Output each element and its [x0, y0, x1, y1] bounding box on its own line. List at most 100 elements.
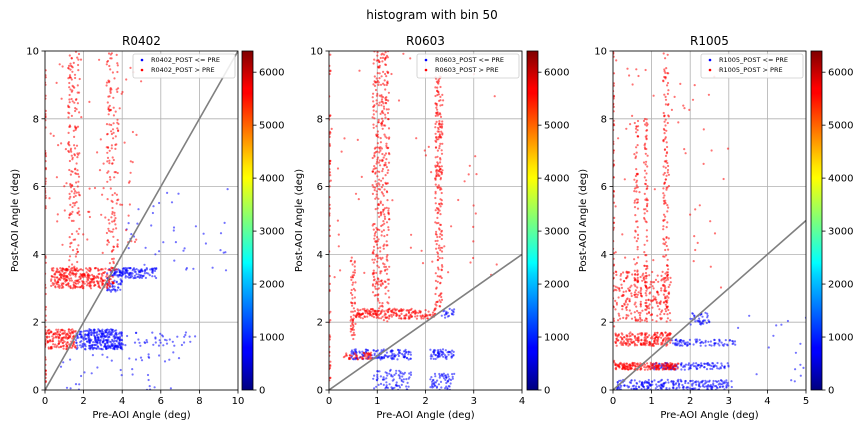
data-point	[699, 364, 703, 367]
data-point	[638, 386, 641, 389]
data-point	[102, 162, 105, 165]
data-point	[695, 338, 699, 341]
data-point	[106, 198, 109, 201]
data-point	[617, 137, 620, 140]
data-point	[72, 343, 75, 346]
data-point	[353, 296, 356, 299]
data-point	[382, 82, 385, 85]
data-point	[354, 348, 357, 351]
data-point	[348, 354, 352, 357]
data-point	[439, 115, 443, 118]
data-point	[727, 365, 730, 368]
data-point	[384, 57, 387, 60]
colorbar-tick-label: 5000	[544, 121, 569, 132]
data-point	[440, 125, 444, 128]
data-point	[613, 276, 615, 279]
data-point	[117, 129, 120, 133]
data-point	[211, 266, 214, 269]
series-post-le-pre	[349, 307, 456, 390]
data-point	[373, 234, 376, 237]
data-point	[641, 343, 644, 346]
data-point	[136, 222, 139, 225]
data-point	[435, 286, 438, 289]
data-point	[613, 325, 616, 328]
data-point	[664, 331, 667, 334]
data-point	[667, 72, 670, 75]
data-point	[438, 168, 441, 171]
data-point	[350, 354, 353, 357]
data-point	[112, 282, 115, 285]
colorbar-tick-label: 6000	[828, 68, 853, 79]
data-point	[635, 240, 638, 243]
data-point	[139, 356, 143, 359]
data-point	[114, 147, 117, 150]
data-point	[644, 308, 647, 311]
data-point	[70, 277, 73, 280]
data-point	[104, 335, 107, 338]
data-point	[708, 385, 711, 388]
data-point	[77, 191, 80, 194]
data-point	[644, 284, 647, 288]
data-point	[124, 276, 127, 279]
data-point	[125, 271, 128, 274]
data-point	[177, 357, 181, 360]
data-point	[69, 62, 72, 65]
y-tick-label: 4	[601, 250, 607, 261]
data-point	[434, 279, 437, 282]
data-point	[664, 296, 668, 299]
data-point	[353, 356, 356, 359]
data-point	[395, 381, 398, 384]
x-tick-label: 3	[726, 396, 732, 407]
data-point	[665, 186, 668, 190]
data-point	[620, 283, 623, 286]
data-point	[633, 344, 637, 347]
x-axis-label: Pre-AOI Angle (deg)	[376, 410, 474, 421]
data-point	[69, 125, 72, 128]
data-point	[109, 340, 112, 343]
colorbar-tick-label: 2000	[828, 280, 853, 291]
data-point	[679, 344, 683, 347]
data-point	[415, 317, 418, 320]
data-point	[89, 346, 92, 350]
data-point	[377, 313, 381, 316]
data-point	[172, 226, 176, 229]
data-point	[397, 309, 400, 313]
data-point	[385, 309, 388, 312]
data-point	[716, 367, 719, 370]
data-point	[663, 194, 666, 197]
data-point	[646, 123, 649, 126]
data-point	[374, 180, 377, 183]
data-point	[385, 351, 388, 354]
data-point	[656, 341, 659, 344]
data-point	[83, 330, 86, 333]
data-point	[80, 116, 83, 119]
colorbar-tick-label: 0	[828, 386, 834, 397]
data-point	[87, 333, 90, 337]
data-point	[96, 330, 99, 333]
data-point	[118, 338, 121, 341]
data-point	[386, 374, 389, 377]
data-point	[669, 362, 672, 365]
data-point	[439, 223, 442, 226]
data-point	[624, 365, 628, 368]
data-point	[372, 271, 375, 274]
data-point	[329, 162, 331, 165]
data-point	[78, 227, 81, 230]
data-point	[430, 171, 433, 174]
data-point	[680, 341, 683, 344]
data-point	[68, 279, 71, 282]
data-point	[146, 341, 149, 344]
data-point	[440, 314, 443, 317]
data-point	[679, 82, 682, 85]
data-point	[109, 178, 112, 181]
data-point	[698, 317, 701, 320]
data-point	[64, 271, 67, 274]
data-point	[45, 194, 47, 197]
data-point	[182, 249, 185, 252]
data-point	[77, 153, 80, 156]
data-point	[50, 284, 53, 287]
data-point	[651, 344, 655, 347]
data-point	[654, 296, 657, 299]
data-point	[656, 274, 659, 277]
data-point	[713, 232, 717, 235]
